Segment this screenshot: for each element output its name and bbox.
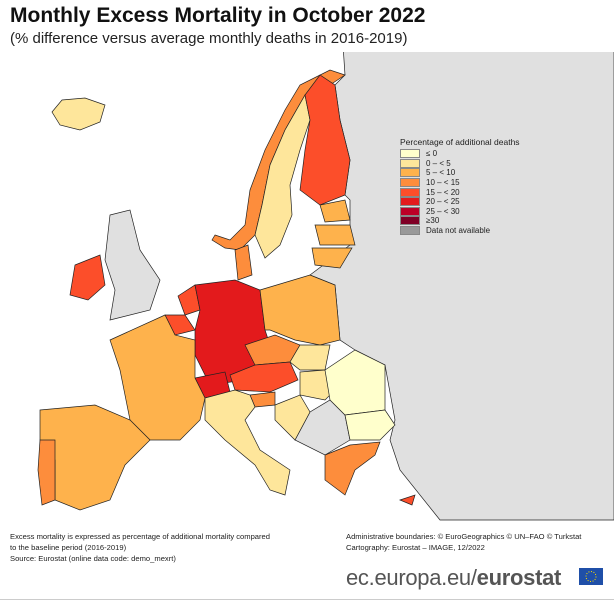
legend-item: 0 – < 5 (400, 158, 520, 169)
legend-item: 20 – < 25 (400, 197, 520, 207)
legend-label: ≤ 0 (426, 149, 438, 159)
legend-label: Data not available (426, 226, 491, 236)
footnote-line-2: to the baseline period (2016-2019) (10, 543, 127, 552)
legend-item: ≥30 (400, 216, 520, 226)
legend-item: 25 – < 30 (400, 206, 520, 217)
country-BG (344, 409, 396, 441)
country-LT (311, 247, 353, 269)
eurostat-brand: ec.europa.eu/eurostat (346, 565, 561, 591)
brand-name: eurostat (476, 565, 562, 590)
legend-label: ≥30 (426, 216, 440, 226)
legend-item: Data not available (400, 226, 520, 236)
legend-swatch (400, 178, 420, 188)
map-title: Monthly Excess Mortality in October 2022 (10, 4, 426, 27)
country-PT (37, 439, 56, 506)
boundaries-credit: Administrative boundaries: © EuroGeograp… (346, 532, 582, 541)
country-IS (51, 97, 106, 131)
legend-label: 0 – < 5 (426, 158, 451, 168)
country-IT (204, 389, 291, 496)
country-FR (109, 314, 206, 441)
country-HR (274, 394, 311, 441)
country-SE (254, 94, 311, 259)
europe-map (37, 52, 614, 521)
footer-notes: Excess mortality is expressed as percent… (10, 531, 270, 564)
legend-title: Percentage of additional deaths (400, 137, 520, 147)
legend-swatch (400, 216, 420, 226)
legend-item: 5 – < 10 (400, 168, 520, 178)
legend-item: ≤ 0 (400, 149, 520, 159)
map-subtitle: (% difference versus average monthly dea… (10, 30, 408, 47)
legend-label: 15 – < 20 (426, 187, 460, 197)
legend-label: 10 – < 15 (426, 178, 460, 188)
cartography-credit: Cartography: Eurostat – IMAGE, 12/2022 (346, 543, 485, 552)
country-EE (319, 199, 351, 223)
divider (0, 599, 614, 600)
legend-swatch (400, 158, 420, 168)
country-PL (259, 274, 341, 346)
legend-label: 20 – < 25 (426, 197, 460, 207)
legend-label: 5 – < 10 (426, 168, 456, 178)
country-LV (314, 224, 356, 246)
legend-swatch (400, 226, 420, 236)
legend-item: 10 – < 15 (400, 178, 520, 188)
footnote-line-1: Excess mortality is expressed as percent… (10, 532, 270, 541)
country-DK (234, 244, 253, 281)
non-eu-land-uk (104, 209, 161, 321)
eu-flag-icon (579, 568, 603, 585)
source-note: Source: Eurostat (online data code: demo… (10, 554, 176, 563)
legend-label: 25 – < 30 (426, 206, 460, 216)
legend-swatch (400, 149, 420, 159)
legend-item: 15 – < 20 (400, 187, 520, 197)
legend-swatch (400, 206, 420, 216)
legend-swatch (400, 197, 420, 207)
country-FI (299, 74, 351, 206)
brand-prefix: ec.europa.eu/ (346, 565, 477, 590)
country-GR (324, 441, 381, 496)
country-IE (69, 254, 106, 301)
footer-credits: Administrative boundaries: © EuroGeograp… (346, 531, 581, 553)
country-SK (289, 344, 331, 371)
country-CY (399, 494, 416, 506)
legend-swatch (400, 168, 420, 178)
legend-swatch (400, 187, 420, 197)
